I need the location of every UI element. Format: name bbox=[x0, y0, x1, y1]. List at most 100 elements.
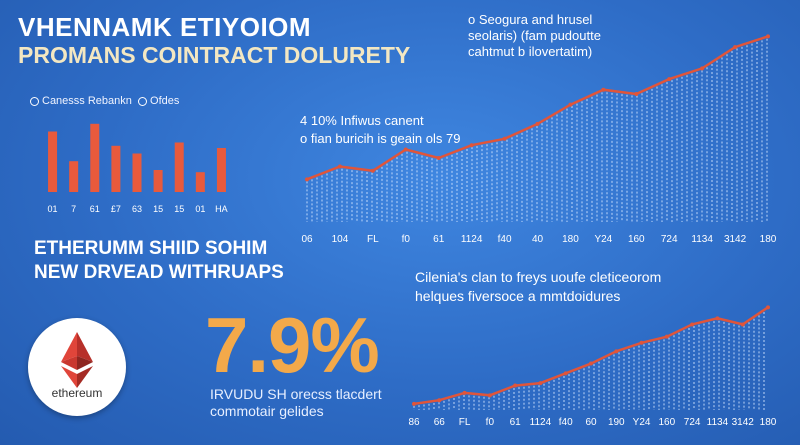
area-x-tick: Y24 bbox=[594, 234, 612, 245]
area-x-tick: 3142 bbox=[732, 417, 755, 428]
series-point bbox=[733, 45, 738, 50]
area-x-tick: 724 bbox=[684, 417, 701, 428]
series-point bbox=[667, 77, 672, 82]
line-legend-3: cahtmut b ilovertatim) bbox=[468, 44, 593, 59]
bar-x-tick: £7 bbox=[111, 204, 121, 214]
area-x-tick: f0 bbox=[402, 234, 411, 245]
logo-text: ethereum bbox=[51, 386, 103, 400]
series-point bbox=[469, 143, 474, 148]
chart-notes: 4 10% Infiwus canent o fian buricih is g… bbox=[300, 112, 460, 148]
bar-x-tick: 15 bbox=[153, 204, 163, 214]
series-point bbox=[502, 136, 507, 141]
series-point bbox=[664, 334, 669, 339]
series-point bbox=[337, 164, 342, 169]
area-x-tick: 60 bbox=[585, 417, 597, 428]
area-chart-1 bbox=[305, 34, 770, 222]
bar-x-tick: HA bbox=[215, 204, 228, 214]
page-title: VHENNAMK ETIYOIOM bbox=[18, 12, 312, 42]
area-x-tick: 1124 bbox=[530, 417, 552, 428]
ethereum-diamond-icon bbox=[61, 332, 93, 388]
series-point bbox=[601, 87, 606, 92]
bar bbox=[48, 131, 58, 192]
chart2-note-1: Cilenia's clan to freys uoufe cleticeoro… bbox=[415, 269, 662, 285]
chart2-notes: Cilenia's clan to freys uoufe cleticeoro… bbox=[415, 268, 661, 306]
series-point bbox=[403, 147, 408, 152]
chart-note-2: o fian buricih is geain ols 79 bbox=[300, 131, 461, 146]
area-x-tick: f40 bbox=[559, 417, 573, 428]
series-point bbox=[766, 305, 770, 310]
bar-x-tick: 61 bbox=[90, 204, 100, 214]
series-point bbox=[614, 349, 619, 354]
ethereum-logo: ethereum bbox=[28, 318, 126, 416]
area-chart-2 bbox=[412, 305, 770, 410]
chart2-note-2: helques fiversoce a mmtdoidures bbox=[415, 288, 621, 304]
area-x-tick: 1134 bbox=[707, 417, 729, 428]
legend-dot-icon bbox=[138, 96, 148, 106]
section-heading-2: NEW DRVEAD WITHRUAPS bbox=[34, 262, 284, 283]
area-x-tick: 3142 bbox=[724, 234, 747, 245]
stat-caption: IRVUDU SH orecss tlacdert commotair geli… bbox=[210, 386, 382, 420]
series-point bbox=[740, 322, 745, 327]
area-x-tick: 160 bbox=[628, 234, 645, 245]
bar-x-tick: 63 bbox=[132, 204, 142, 214]
area-x-tick: 190 bbox=[608, 417, 625, 428]
series-point bbox=[634, 92, 639, 96]
area-x-tick: Y24 bbox=[633, 417, 651, 428]
line-legend-2: seolaris) (fam pudoutte bbox=[468, 28, 601, 43]
series-line bbox=[413, 306, 769, 406]
area-x-tick: 06 bbox=[301, 234, 313, 245]
section-heading-1: ETHERUMM SHIID SOHIM bbox=[34, 238, 268, 259]
area-x-tick: 66 bbox=[434, 417, 446, 428]
line-legend-1: o Seogura and hrusel bbox=[468, 12, 593, 27]
area-x-tick: 180 bbox=[760, 234, 777, 245]
area-x-tick: 724 bbox=[661, 234, 678, 245]
bar-legend: Canesss Rebankn Ofdes bbox=[30, 95, 179, 107]
page-subtitle: PROMANS COINTRACT DOLURETY bbox=[18, 42, 411, 68]
bar-legend-item1: Canesss Rebankn bbox=[42, 95, 132, 107]
area-x-tick: 61 bbox=[510, 417, 522, 428]
series-point bbox=[563, 371, 568, 376]
area-x-tick: 104 bbox=[332, 234, 349, 245]
area-x-tick: 61 bbox=[433, 234, 445, 245]
area-x-tick: 40 bbox=[532, 234, 544, 245]
series-point bbox=[437, 398, 442, 403]
stat-caption-line2: commotair gelides bbox=[210, 403, 324, 419]
bar bbox=[153, 170, 163, 192]
bar-x-tick: 7 bbox=[71, 204, 76, 214]
stat-caption-line1: IRVUDU SH orecss tlacdert bbox=[210, 386, 382, 402]
series-point bbox=[766, 34, 770, 39]
area-x-tick: FL bbox=[367, 234, 379, 245]
bar bbox=[216, 148, 226, 192]
area-x-tick: FL bbox=[459, 417, 471, 428]
bar bbox=[195, 172, 205, 192]
chart-note-1: 4 10% Infiwus canent bbox=[300, 113, 424, 128]
series-point bbox=[690, 322, 695, 327]
area-x-tick: 86 bbox=[408, 417, 420, 428]
series-point bbox=[487, 393, 492, 398]
area-x-tick: 160 bbox=[659, 417, 676, 428]
area-x-tick: f0 bbox=[486, 417, 495, 428]
series-point bbox=[639, 340, 644, 345]
series-point bbox=[305, 177, 309, 182]
bar-x-tick: 01 bbox=[48, 204, 58, 214]
area-x-tick: 1134 bbox=[691, 234, 713, 245]
area-x-tick: 1124 bbox=[461, 234, 483, 245]
line-legend: o Seogura and hrusel seolaris) (fam pudo… bbox=[468, 12, 601, 60]
bar bbox=[132, 153, 142, 192]
series-point bbox=[589, 361, 593, 366]
bar bbox=[174, 142, 184, 192]
series-point bbox=[462, 390, 467, 395]
bar-x-tick: 15 bbox=[174, 204, 184, 214]
series-point bbox=[513, 383, 518, 388]
bar bbox=[69, 161, 79, 192]
bar bbox=[111, 145, 121, 192]
legend-dot-icon bbox=[30, 96, 39, 106]
series-point bbox=[436, 156, 441, 160]
area-x-tick: 180 bbox=[760, 417, 777, 428]
series-point bbox=[568, 102, 573, 107]
series-point bbox=[535, 121, 540, 126]
series-point bbox=[412, 401, 416, 406]
series-point bbox=[538, 381, 543, 386]
